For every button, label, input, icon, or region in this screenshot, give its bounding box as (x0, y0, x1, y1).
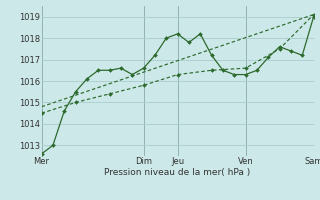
X-axis label: Pression niveau de la mer( hPa ): Pression niveau de la mer( hPa ) (104, 168, 251, 177)
